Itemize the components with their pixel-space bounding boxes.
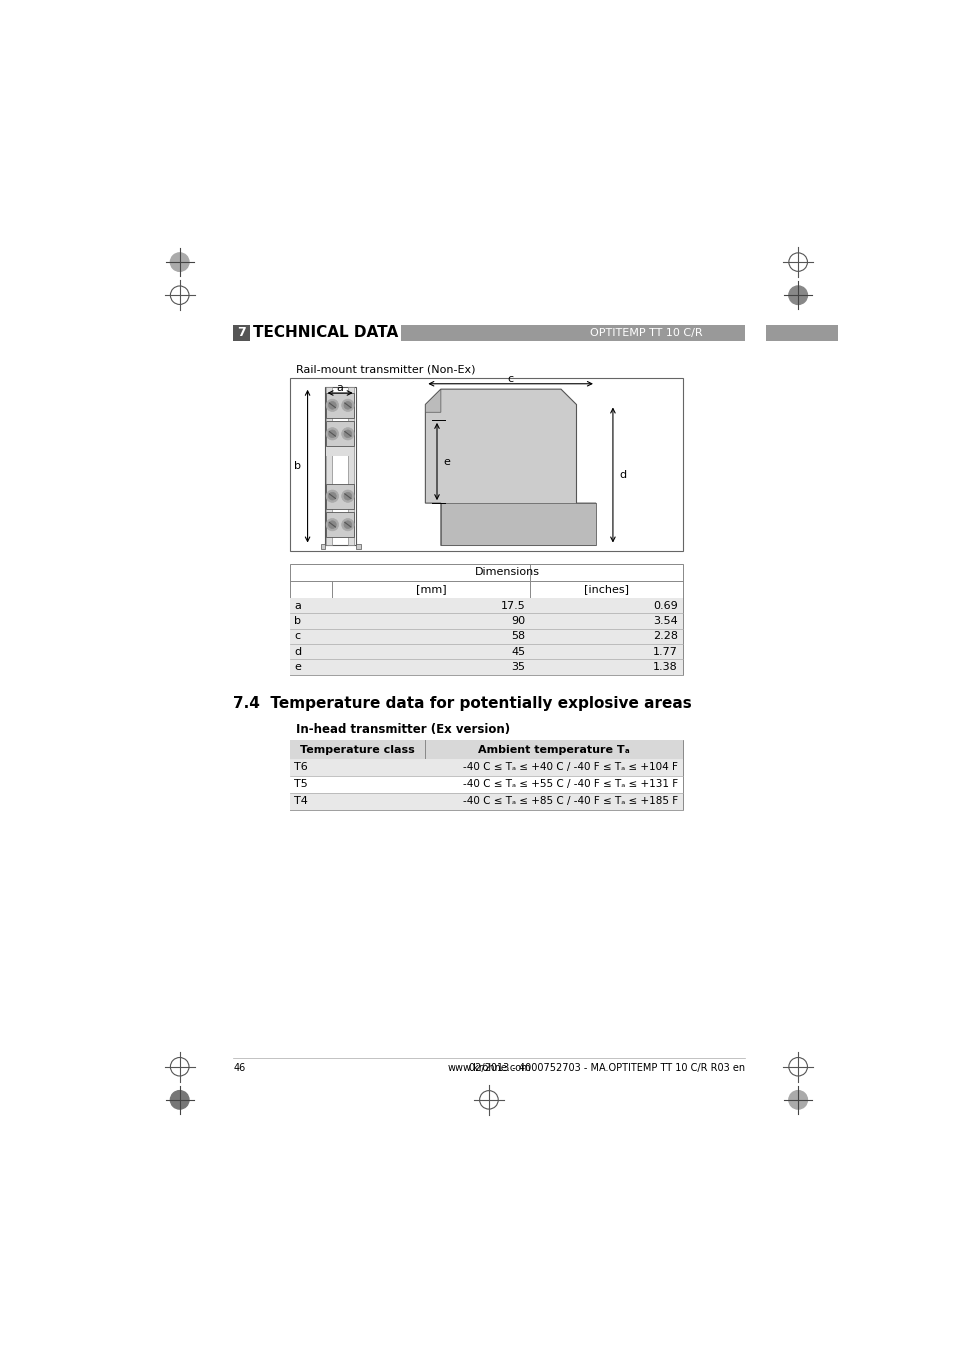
- Bar: [290, 644, 682, 659]
- Bar: [326, 387, 332, 545]
- Text: -40 C ≤ Tₐ ≤ +40 C / -40 F ≤ Tₐ ≤ +104 F: -40 C ≤ Tₐ ≤ +40 C / -40 F ≤ Tₐ ≤ +104 F: [462, 763, 678, 772]
- Circle shape: [344, 493, 352, 500]
- Text: TECHNICAL DATA: TECHNICAL DATA: [253, 325, 398, 340]
- Circle shape: [326, 428, 338, 440]
- Text: Ambient temperature Tₐ: Ambient temperature Tₐ: [477, 744, 629, 755]
- Circle shape: [788, 1091, 806, 1110]
- Text: -40 C ≤ Tₐ ≤ +85 C / -40 F ≤ Tₐ ≤ +185 F: -40 C ≤ Tₐ ≤ +85 C / -40 F ≤ Tₐ ≤ +185 F: [462, 796, 678, 806]
- Text: 17.5: 17.5: [500, 601, 525, 610]
- Polygon shape: [425, 389, 440, 412]
- Bar: [326, 483, 354, 509]
- Text: OPTITEMP TT 10 C/R: OPTITEMP TT 10 C/R: [589, 328, 701, 338]
- Bar: [290, 776, 682, 792]
- Bar: [290, 564, 682, 675]
- Text: 46: 46: [233, 1064, 245, 1073]
- Text: 90: 90: [511, 616, 525, 626]
- Text: T4: T4: [294, 796, 308, 806]
- Bar: [290, 792, 682, 810]
- Text: b: b: [294, 462, 301, 471]
- Text: Temperature class: Temperature class: [300, 744, 415, 755]
- Text: e: e: [443, 456, 450, 467]
- Bar: [290, 598, 682, 613]
- Text: Rail-mount transmitter (Non-Ex): Rail-mount transmitter (Non-Ex): [295, 364, 475, 374]
- Circle shape: [328, 429, 335, 437]
- Text: 1.77: 1.77: [653, 647, 678, 656]
- Circle shape: [171, 1091, 189, 1110]
- Bar: [326, 421, 354, 446]
- Text: [mm]: [mm]: [416, 585, 446, 594]
- Text: T5: T5: [294, 779, 308, 790]
- Bar: [320, 544, 325, 548]
- Bar: [290, 740, 682, 759]
- Text: 58: 58: [511, 632, 525, 641]
- Text: In-head transmitter (Ex version): In-head transmitter (Ex version): [295, 724, 510, 736]
- Text: a: a: [336, 383, 343, 393]
- Bar: [326, 421, 354, 456]
- Text: 7: 7: [237, 327, 246, 339]
- Text: T6: T6: [294, 763, 308, 772]
- Polygon shape: [440, 504, 596, 545]
- Text: d: d: [618, 470, 626, 481]
- Circle shape: [341, 400, 354, 412]
- Text: 3.54: 3.54: [653, 616, 678, 626]
- Circle shape: [344, 521, 352, 528]
- Bar: [290, 659, 682, 675]
- Circle shape: [326, 490, 338, 502]
- Circle shape: [788, 286, 806, 305]
- Text: 2.28: 2.28: [653, 632, 678, 641]
- Bar: [290, 613, 682, 629]
- Circle shape: [341, 518, 354, 531]
- Circle shape: [326, 518, 338, 531]
- Circle shape: [341, 428, 354, 440]
- Circle shape: [328, 521, 335, 528]
- Bar: [326, 513, 354, 537]
- Circle shape: [326, 400, 338, 412]
- Bar: [250, 325, 401, 340]
- Text: b: b: [294, 616, 301, 626]
- Circle shape: [328, 401, 335, 409]
- Text: c: c: [507, 374, 513, 385]
- Text: Dimensions: Dimensions: [475, 567, 539, 578]
- Bar: [290, 740, 682, 810]
- Text: -40 C ≤ Tₐ ≤ +55 C / -40 F ≤ Tₐ ≤ +131 F: -40 C ≤ Tₐ ≤ +55 C / -40 F ≤ Tₐ ≤ +131 F: [462, 779, 678, 790]
- Text: 35: 35: [511, 662, 525, 672]
- Bar: [324, 387, 355, 545]
- Polygon shape: [425, 389, 596, 545]
- Text: e: e: [294, 662, 301, 672]
- Text: [inches]: [inches]: [583, 585, 628, 594]
- Circle shape: [341, 490, 354, 502]
- Bar: [356, 544, 360, 548]
- Bar: [765, 325, 837, 340]
- Text: a: a: [294, 601, 301, 610]
- Text: 0.69: 0.69: [653, 601, 678, 610]
- Text: 7.4  Temperature data for potentially explosive areas: 7.4 Temperature data for potentially exp…: [233, 697, 691, 711]
- Text: 45: 45: [511, 647, 525, 656]
- Text: 1.38: 1.38: [653, 662, 678, 672]
- Bar: [233, 325, 250, 340]
- Text: 02/2013 - 4000752703 - MA.OPTITEMP TT 10 C/R R03 en: 02/2013 - 4000752703 - MA.OPTITEMP TT 10…: [468, 1064, 744, 1073]
- Circle shape: [344, 429, 352, 437]
- Bar: [290, 378, 682, 551]
- Text: d: d: [294, 647, 301, 656]
- Bar: [348, 387, 354, 545]
- Text: c: c: [294, 632, 300, 641]
- Circle shape: [171, 252, 189, 271]
- Circle shape: [328, 493, 335, 500]
- Bar: [233, 325, 744, 340]
- Text: www.krohne.com: www.krohne.com: [447, 1064, 530, 1073]
- Bar: [326, 393, 354, 417]
- Circle shape: [344, 401, 352, 409]
- Bar: [290, 629, 682, 644]
- Bar: [290, 759, 682, 776]
